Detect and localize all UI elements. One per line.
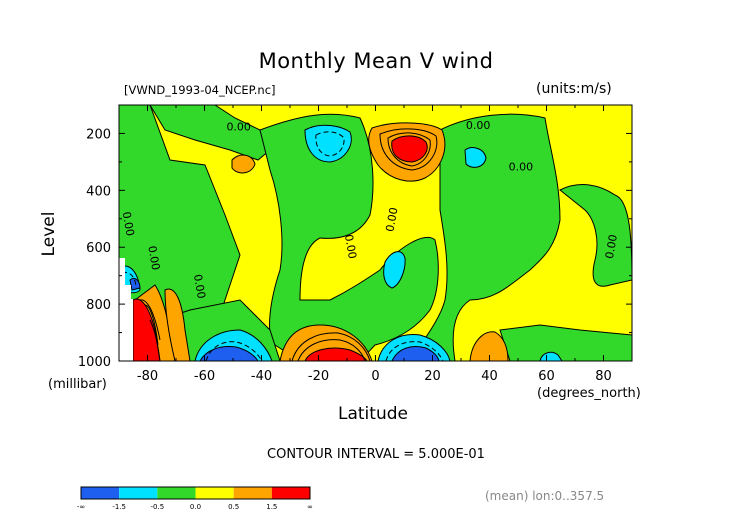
x-axis-label: Latitude: [338, 404, 408, 424]
south-surface-blue: [199, 346, 259, 361]
chart-title: Monthly Mean V wind: [258, 49, 494, 73]
legend-frame: [80, 486, 311, 500]
legend-swatch: [157, 487, 196, 499]
color-legend: -∞ -1.5 -0.5 0.0 0.5 1.5 ∞: [77, 486, 313, 511]
contour-label: 0.00: [342, 233, 359, 259]
north-surface-orange: [469, 331, 509, 361]
x-units-label: (degrees_north): [537, 386, 641, 401]
contour-label: 0.00: [603, 233, 620, 259]
legend-swatch: [119, 487, 158, 499]
x-tick-label: 20: [424, 369, 441, 384]
north-surface-cyan: [539, 351, 563, 361]
x-tick-label: 60: [538, 369, 555, 384]
y-tick-label: 1000: [78, 355, 111, 370]
legend-level-label: -1.5: [112, 503, 126, 511]
contour-lines: [121, 128, 444, 361]
y-units-label: (millibar): [48, 377, 107, 392]
contour-interval-label: CONTOUR INTERVAL = 5.000E-01: [267, 447, 485, 462]
legend-swatch: [233, 487, 272, 499]
polar-strip-orange: [164, 288, 191, 361]
legend-level-label: -∞: [77, 503, 85, 511]
x-tick-label: 40: [481, 369, 498, 384]
northern-green: [409, 113, 561, 361]
y-tick-label: 800: [86, 298, 111, 313]
x-tick-label: -20: [308, 369, 329, 384]
northern-upper-cyan: [464, 147, 487, 168]
contour-label: 0.00: [509, 160, 534, 173]
x-axis: -80 -60 -40 -20 0 20 40 60 80: [118, 105, 633, 384]
legend-swatch: [195, 487, 234, 499]
southern-upper-green: [149, 105, 271, 161]
x-tick-label: 80: [595, 369, 612, 384]
units-label: (units:m/s): [536, 81, 612, 97]
x-tick-label: -60: [194, 369, 215, 384]
mean-label: (mean) lon:0..357.5: [485, 489, 605, 503]
contour-label: 0.00: [145, 245, 162, 271]
contour-label: 0.00: [466, 119, 491, 132]
red-regions: [132, 135, 428, 361]
x-tick-label: -40: [251, 369, 272, 384]
contour-label: 0.00: [191, 273, 208, 299]
contour-labels: 0.00 0.00 0.00 0.00 0.00 0.00 0.00 0.00 0.00: [120, 119, 620, 299]
midlevel-cyan: [383, 251, 406, 289]
legend-level-label: 1.5: [266, 503, 277, 511]
equator-surface-blue: [391, 346, 440, 361]
y-tick-label: 600: [86, 241, 111, 256]
polar-north-green: [559, 184, 632, 287]
legend-swatch: [81, 487, 120, 499]
southern-orange: [231, 154, 256, 174]
blue-regions: [129, 277, 440, 361]
legend-level-label: ∞: [307, 503, 313, 511]
polar-south-blue: [129, 277, 141, 291]
missing-data-mask: [119, 258, 133, 361]
north-lower-green: [499, 324, 632, 361]
contour-fields: [119, 105, 632, 361]
legend-level-label: -0.5: [150, 503, 164, 511]
x-tick-label: 0: [371, 369, 379, 384]
legend-swatch: [271, 487, 310, 499]
file-label: [VWND_1993-04_NCEP.nc]: [124, 83, 276, 97]
contour-label: 0.00: [383, 206, 400, 232]
contour-label: 0.00: [120, 211, 137, 237]
x-tick-label: -80: [137, 369, 158, 384]
contour-label: 0.00: [226, 121, 251, 134]
y-tick-label: 400: [86, 184, 111, 199]
y-tick-label: 200: [86, 127, 111, 142]
south-surface-red: [304, 347, 368, 361]
legend-level-label: 0.5: [228, 503, 239, 511]
jet-red: [391, 135, 428, 163]
legend-level-label: 0.0: [190, 503, 201, 511]
y-axis: 200 400 600 800 1000: [78, 104, 632, 370]
